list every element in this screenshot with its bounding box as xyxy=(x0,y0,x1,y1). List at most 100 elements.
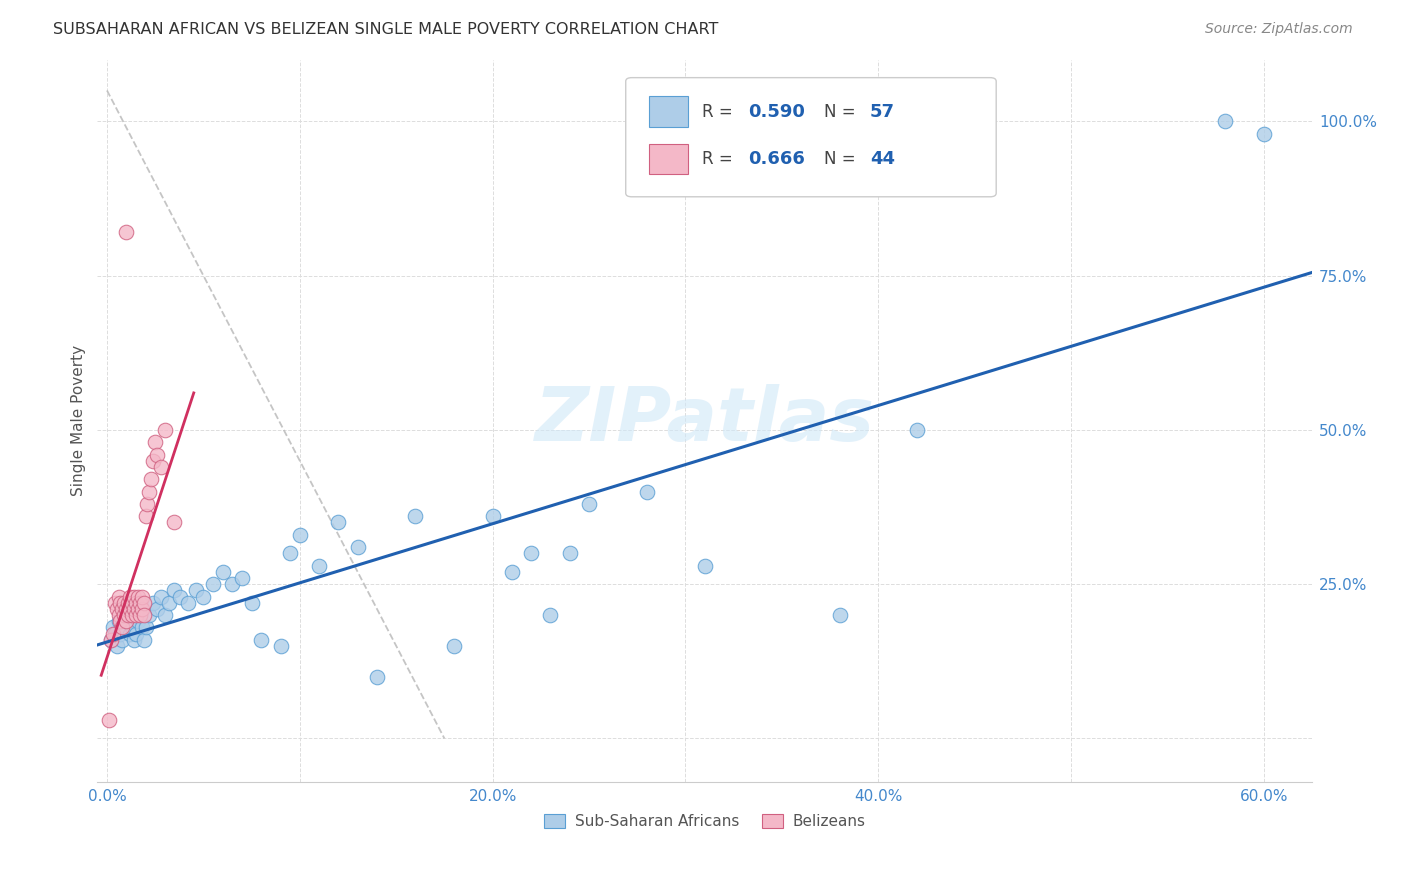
Point xyxy=(131,590,153,604)
Legend: Sub-Saharan Africans, Belizeans: Sub-Saharan Africans, Belizeans xyxy=(538,808,872,836)
Point xyxy=(107,607,129,622)
Point xyxy=(117,596,139,610)
Point xyxy=(193,590,215,604)
Point xyxy=(308,558,330,573)
Point xyxy=(115,602,138,616)
Point xyxy=(120,590,142,604)
Point xyxy=(346,540,368,554)
Point xyxy=(111,632,134,647)
Text: 0.590: 0.590 xyxy=(748,103,806,120)
Point xyxy=(149,459,172,474)
Point xyxy=(111,602,134,616)
Point xyxy=(121,607,143,622)
Point xyxy=(115,614,138,628)
Point xyxy=(127,590,149,604)
Point xyxy=(122,602,145,616)
Point xyxy=(121,596,143,610)
Point xyxy=(100,632,122,647)
Point xyxy=(443,639,465,653)
Point xyxy=(132,596,155,610)
Point xyxy=(163,583,186,598)
Point xyxy=(111,620,134,634)
Point xyxy=(481,509,503,524)
Point xyxy=(136,497,159,511)
Point xyxy=(142,454,165,468)
Point xyxy=(1213,114,1236,128)
Point xyxy=(105,639,128,653)
Point xyxy=(100,632,122,647)
Point xyxy=(250,632,273,647)
Point xyxy=(366,670,388,684)
Point xyxy=(127,602,149,616)
Point xyxy=(142,596,165,610)
Point xyxy=(538,607,561,622)
Point xyxy=(112,620,135,634)
Point xyxy=(104,596,127,610)
Point xyxy=(107,590,129,604)
Point xyxy=(328,516,350,530)
Point xyxy=(184,583,207,598)
Point xyxy=(125,607,148,622)
Point xyxy=(240,596,263,610)
Point xyxy=(153,423,176,437)
Point xyxy=(112,607,135,622)
Point xyxy=(558,546,581,560)
Point xyxy=(110,626,132,640)
Point xyxy=(905,423,928,437)
Point xyxy=(221,577,243,591)
Point xyxy=(128,607,150,622)
Point xyxy=(169,590,191,604)
Text: N =: N = xyxy=(824,103,860,120)
Point xyxy=(115,226,138,240)
Point xyxy=(117,614,139,628)
Point xyxy=(143,435,166,450)
Point xyxy=(120,602,142,616)
FancyBboxPatch shape xyxy=(626,78,997,197)
Point xyxy=(146,448,169,462)
Point xyxy=(138,607,160,622)
Point xyxy=(157,596,180,610)
Point xyxy=(120,626,142,640)
Point xyxy=(141,472,163,486)
Point xyxy=(132,632,155,647)
Y-axis label: Single Male Poverty: Single Male Poverty xyxy=(72,345,86,496)
Point xyxy=(125,596,148,610)
Point xyxy=(115,607,138,622)
Text: 44: 44 xyxy=(870,150,894,169)
Text: Source: ZipAtlas.com: Source: ZipAtlas.com xyxy=(1205,22,1353,37)
Point xyxy=(578,497,600,511)
Point xyxy=(107,614,129,628)
Point xyxy=(132,607,155,622)
Point xyxy=(270,639,292,653)
Point xyxy=(105,602,128,616)
Point xyxy=(128,607,150,622)
Point xyxy=(138,484,160,499)
Point xyxy=(135,620,157,634)
Point xyxy=(110,596,132,610)
Point xyxy=(101,626,124,640)
Point xyxy=(149,590,172,604)
Point xyxy=(693,558,716,573)
Point xyxy=(211,565,233,579)
Point xyxy=(122,632,145,647)
Point xyxy=(231,571,253,585)
Point xyxy=(404,509,426,524)
Point xyxy=(135,509,157,524)
Text: 57: 57 xyxy=(870,103,894,120)
Point xyxy=(122,590,145,604)
Point xyxy=(828,607,851,622)
Point xyxy=(636,484,658,499)
Point xyxy=(278,546,301,560)
Point xyxy=(520,546,543,560)
Point xyxy=(97,713,120,727)
Point xyxy=(121,620,143,634)
Point xyxy=(288,528,311,542)
Point xyxy=(163,516,186,530)
Text: ZIPatlas: ZIPatlas xyxy=(534,384,875,457)
Text: R =: R = xyxy=(702,150,738,169)
Point xyxy=(127,614,149,628)
Bar xyxy=(648,145,688,175)
Point xyxy=(104,626,127,640)
Point xyxy=(125,626,148,640)
Point xyxy=(112,596,135,610)
